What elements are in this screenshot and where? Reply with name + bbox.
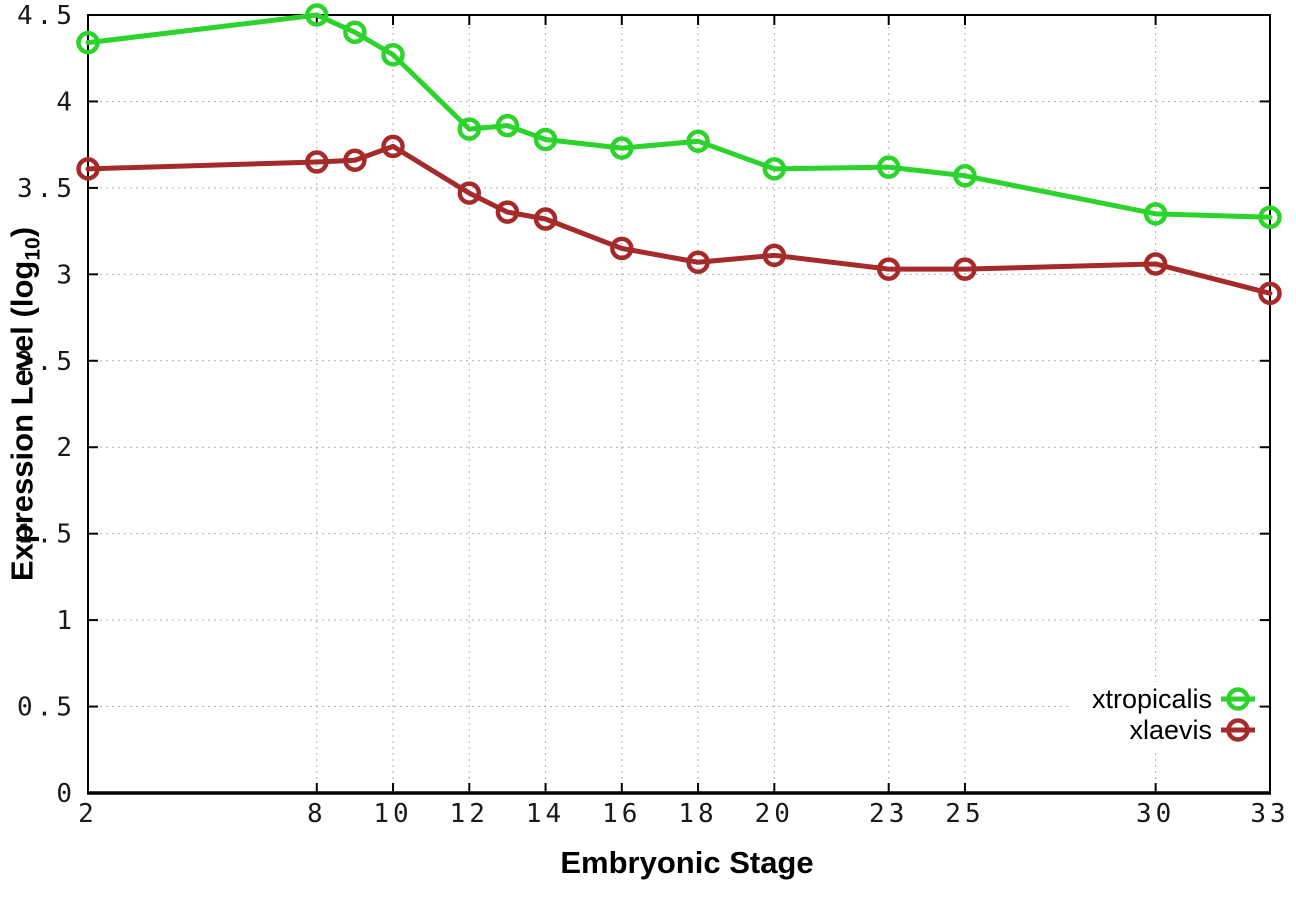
y-tick-label: 3 [56, 260, 76, 290]
data-point-marker-xtropicalis [305, 3, 329, 27]
legend-label-xtropicalis: xtropicalis [1092, 684, 1212, 714]
y-axis-title-subscript: 10 [21, 237, 45, 261]
x-tick-label: 12 [450, 799, 489, 829]
x-tick-label: 23 [869, 799, 908, 829]
y-axis-title: Expression Level (log10) [4, 227, 45, 581]
x-tick-label: 10 [373, 799, 412, 829]
data-point-marker-xlaevis [1143, 252, 1168, 276]
y-axis-title-close: ) [4, 226, 40, 238]
legend-marker-icon [1226, 687, 1250, 711]
data-point-marker-xtropicalis [610, 136, 634, 160]
plot-border [87, 14, 1271, 794]
y-tick-label: 1.5 [17, 520, 76, 550]
data-point-marker-xtropicalis [381, 43, 405, 67]
data-point-marker-xlaevis [610, 236, 634, 261]
data-point-marker-xtropicalis [1143, 202, 1168, 226]
data-point-marker-xlaevis [343, 148, 367, 172]
data-point-marker-xlaevis [381, 134, 405, 159]
data-point-marker-xtropicalis [1258, 205, 1282, 230]
data-point-marker-xlaevis [457, 181, 482, 205]
x-tick-label: 30 [1136, 799, 1175, 829]
data-point-marker-xtropicalis [495, 113, 520, 138]
data-point-marker-xlaevis [953, 257, 977, 281]
x-tick-label: 20 [755, 799, 794, 829]
y-tick-label: 0 [56, 779, 76, 809]
data-point-marker-xlaevis [305, 150, 329, 174]
y-axis-title-text: Expression Level (log [4, 260, 40, 582]
data-point-marker-xlaevis [762, 243, 787, 268]
data-point-marker-xtropicalis [953, 164, 977, 188]
series-line-xtropicalis [85, 12, 1273, 220]
legend-label-xlaevis: xlaevis [1129, 715, 1212, 745]
data-point-marker-xlaevis [533, 207, 558, 231]
data-point-marker-xtropicalis [762, 157, 787, 181]
x-tick-label: 8 [307, 799, 327, 829]
data-point-marker-xtropicalis [876, 155, 901, 179]
y-tick-label: 4.5 [17, 1, 76, 31]
y-tick-label: 1 [56, 606, 76, 636]
y-tick-label: 2.5 [17, 347, 76, 377]
x-tick-label: 14 [526, 799, 565, 829]
data-point-marker-xtropicalis [76, 30, 100, 55]
data-point-marker-xlaevis [686, 250, 710, 274]
x-axis-title: Embryonic Stage [560, 845, 814, 880]
data-point-marker-xlaevis [876, 257, 901, 281]
data-point-marker-xlaevis [495, 200, 520, 224]
y-tick-label: 3.5 [17, 174, 76, 204]
x-tick-label: 18 [678, 799, 717, 829]
legend-box [1072, 682, 1258, 752]
x-tick-label: 25 [945, 799, 984, 829]
series-line-xlaevis [85, 143, 1273, 296]
x-tick-label: 2 [78, 799, 98, 829]
y-tick-label: 0.5 [17, 693, 76, 723]
data-point-marker-xtropicalis [457, 117, 482, 141]
data-point-marker-xlaevis [76, 157, 100, 181]
x-tick-label: 33 [1250, 799, 1289, 829]
legend-marker-icon [1226, 718, 1250, 742]
x-tick-label: 16 [602, 799, 641, 829]
y-tick-label: 4 [56, 87, 76, 117]
data-point-marker-xtropicalis [686, 129, 710, 153]
y-tick-label: 2 [56, 433, 76, 463]
data-point-marker-xtropicalis [533, 127, 558, 152]
data-point-marker-xtropicalis [343, 20, 367, 45]
data-point-marker-xlaevis [1258, 281, 1282, 306]
